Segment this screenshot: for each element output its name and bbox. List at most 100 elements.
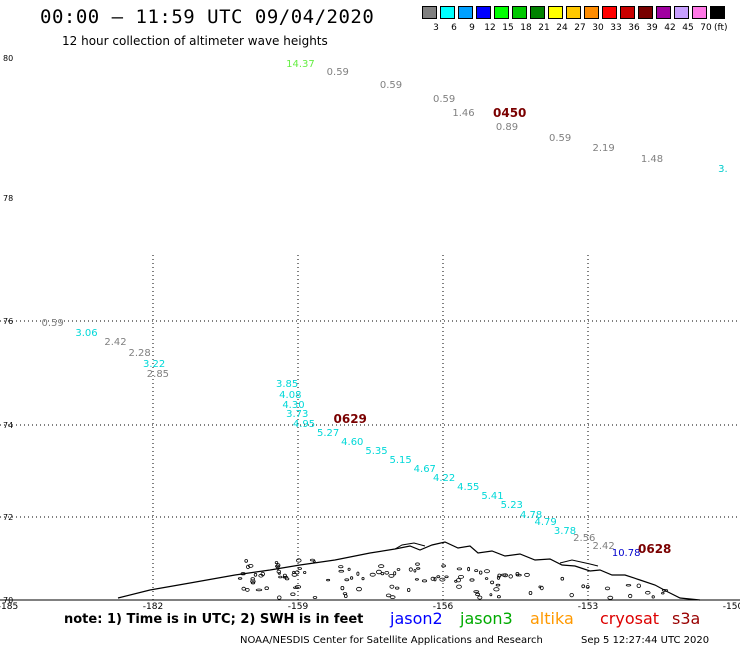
lake-mark [441,564,446,568]
legend-swatch [710,6,725,19]
wave-height-value: 5.27 [317,428,340,440]
wave-height-value: 5.35 [365,445,388,457]
lake-mark [496,575,501,580]
lake-mark [260,571,265,577]
legend-bin-label: 3 [433,23,439,33]
wave-height-value: 2.19 [592,143,615,154]
legend-bin-label: 33 [610,23,622,33]
lake-mark [636,583,641,588]
lake-mark [245,588,250,592]
pass-time-label: 0629 [333,411,367,426]
wave-height-value: 3.73 [286,408,309,420]
lake-mark [475,592,481,597]
wave-height-value: 0.59 [433,94,456,105]
wave-height-value: 1.48 [640,153,664,165]
coastline [117,541,701,601]
lake-mark [433,577,437,582]
lake-mark [276,566,280,570]
wave-height-value: 4.79 [534,517,557,529]
lake-mark [309,558,315,562]
lake-mark [569,592,574,598]
latitude-label: 70 [3,596,13,605]
lake-mark [456,584,462,589]
lake-mark [477,595,483,600]
lake-mark [277,595,282,600]
latitude-label: 80 [3,54,13,63]
lake-mark [241,586,246,591]
lake-mark [240,572,246,576]
credit-line: NOAA/NESDIS Center for Satellite Applica… [240,635,543,646]
lake-mark [625,584,632,587]
pass-time-label: 0450 [493,106,527,120]
coast-spit [394,542,426,550]
lake-mark [349,576,354,580]
lake-mark [484,577,489,580]
footer-note: note: 1) Time is in UTC; 2) SWH is in fe… [64,612,364,627]
wave-height-value: 3.22 [143,359,166,371]
longitude-label: -150 [723,602,740,612]
lake-mark [244,559,249,563]
lake-mark [661,592,665,595]
latitude-label: 78 [3,194,13,203]
lake-mark [303,571,307,575]
satellite-label-s3a: s3a [672,609,701,628]
wave-height-value: 5.41 [481,491,504,503]
lake-mark [378,564,385,568]
wave-height-value: 0.59 [549,132,572,144]
lake-mark [275,564,280,568]
longitude-label: -182 [143,602,163,612]
lake-mark [473,590,480,593]
lake-mark [560,576,565,581]
lake-mark [581,584,585,589]
wave-height-value: 0.59 [41,317,64,329]
lake-mark [493,587,500,592]
lake-mark [340,585,345,591]
lake-mark [515,573,522,577]
legend-bin-label: 15 [502,23,514,33]
lake-mark [457,575,464,579]
wave-height-value: 4.67 [413,464,436,476]
wave-height-value: 3.06 [75,328,98,339]
lake-mark [416,567,421,570]
wave-height-value: 1.46 [452,108,475,119]
latitude-label: 76 [3,317,13,326]
lake-mark [496,595,501,599]
lake-mark [413,569,417,573]
lake-mark [312,596,318,599]
wave-height-value: 4.78 [520,509,543,521]
lake-mark [326,578,331,582]
lake-mark [444,575,449,579]
legend-bin-label: 24 [556,23,568,33]
wave-height-value: 5.15 [389,454,412,466]
legend-bin-label: 12 [484,23,496,33]
satellite-label-cryosat: cryosat [600,609,660,628]
wave-height-value: 3.85 [276,379,299,391]
lake-mark [264,586,269,590]
lake-mark [585,585,590,589]
lake-mark [385,593,392,598]
lake-mark [344,578,350,582]
wave-height-value: 3. [718,164,728,175]
lake-mark [495,583,501,587]
wave-height-value: 0.89 [495,122,519,133]
lake-mark [282,573,287,578]
lake-mark [343,594,348,598]
wave-height-value: 4.60 [341,437,364,449]
map-subtitle: 12 hour collection of altimeter wave hei… [62,34,328,48]
legend-swatch [620,6,635,19]
wave-height-value: 2.42 [592,540,615,552]
lake-mark [628,593,633,599]
legend-swatch [512,6,527,19]
wave-height-value: 4.08 [279,389,302,401]
lake-mark [297,567,302,570]
legend-swatch [638,6,653,19]
wave-height-value: 4.22 [433,473,456,485]
lake-mark [293,586,299,589]
lake-mark [415,562,420,566]
legend-swatch [656,6,671,19]
lake-mark [421,579,428,583]
legend-swatch [494,6,509,19]
wave-height-value: 5.23 [500,500,523,512]
lake-mark [456,578,461,583]
pass-time-label: 0628 [638,542,672,557]
